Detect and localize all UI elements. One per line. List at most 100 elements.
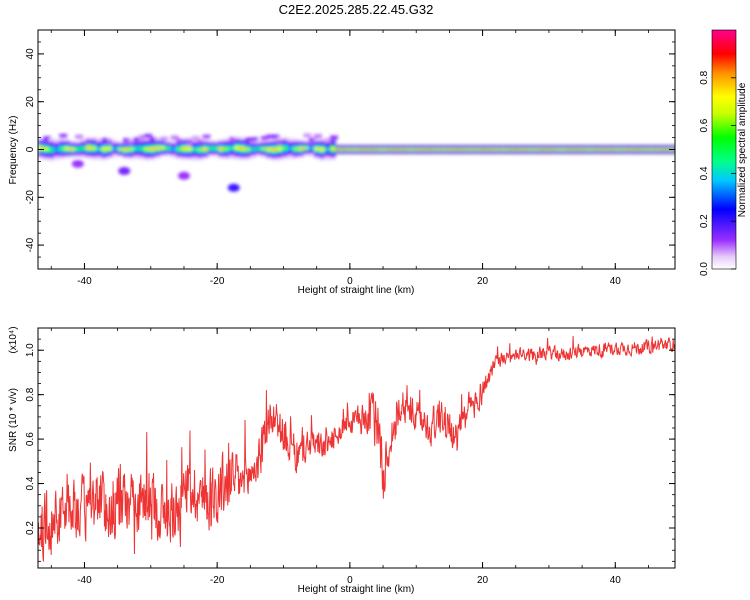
spectrogram-cell — [457, 148, 464, 151]
spectrogram-cell — [552, 148, 559, 151]
y-tick-label: 0.4 — [25, 476, 36, 490]
spectrogram-cell — [186, 142, 195, 147]
spectrogram-cell — [85, 140, 94, 145]
spectrogram-cell — [176, 138, 184, 143]
spectrogram-cell — [64, 147, 71, 150]
spectrogram-cell — [494, 148, 501, 151]
spectrogram-cell — [430, 148, 437, 151]
spectrogram-cell — [282, 146, 289, 150]
spectrogram-cell — [250, 148, 257, 151]
spectrogram-x-label: Height of straight line (km) — [298, 285, 415, 296]
snr-frame — [37, 327, 676, 569]
chart-title: C2E2.2025.285.22.45.G32 — [279, 2, 434, 17]
snr-x-ticks: -40 -20 0 20 40 — [50, 328, 649, 586]
spectrogram-cell — [245, 148, 251, 151]
spectrogram-cell — [329, 147, 336, 151]
spectrogram-cell — [271, 134, 280, 139]
spectrogram-cell — [75, 148, 82, 151]
spectrogram-cell — [584, 148, 591, 151]
spectrogram-cell — [420, 148, 427, 151]
spectrogram-cell — [505, 148, 512, 151]
spectrogram-cell — [483, 148, 490, 151]
spectrogram-cell — [38, 146, 44, 150]
colorbar-frame — [711, 29, 737, 270]
spectrogram-cell — [340, 148, 347, 151]
spectrogram-cell — [239, 147, 246, 150]
spectrogram-cell — [324, 138, 333, 143]
colorbar-tick-label: 0.6 — [699, 118, 710, 132]
spectrogram-cell — [489, 148, 496, 151]
spectrogram-cell — [48, 148, 55, 152]
spectrogram-cell — [144, 133, 153, 138]
spectrogram-cell — [521, 148, 527, 151]
spectrogram-cell — [276, 147, 283, 151]
y-tick-label: 0.2 — [25, 521, 36, 535]
spectrogram-cell — [558, 148, 565, 151]
spectrogram-y-ticks: -40 -20 0 20 40 — [25, 29, 675, 270]
spectrogram-cell — [122, 138, 131, 143]
spectrogram-cell — [191, 135, 200, 140]
spectrogram-cell — [207, 147, 214, 150]
spectrogram-cell — [101, 147, 108, 151]
spectrogram-cell — [229, 146, 236, 150]
spectrogram-cell — [133, 137, 142, 142]
spectrogram-ridge-outline — [329, 144, 675, 155]
spectrogram-cell — [149, 137, 158, 142]
y-tick-label: 0.6 — [25, 432, 36, 446]
spectrogram-cell — [605, 148, 612, 151]
spectrogram-cell — [627, 148, 634, 151]
spectrogram-cell — [632, 148, 639, 151]
spectrogram-cell — [510, 148, 517, 151]
spectrogram-x-ticks: -40 -20 0 20 40 — [50, 30, 649, 287]
y-tick-label: 20 — [25, 96, 36, 108]
spectrogram-cell — [69, 148, 76, 151]
spectrogram-cell — [75, 134, 84, 139]
spectrogram-cell — [186, 147, 193, 151]
spectrogram-cell — [324, 147, 331, 151]
colorbar: 0.0 0.2 0.4 0.6 0.8 Normalized spectral ampl… — [699, 29, 748, 276]
spectrogram-cell — [409, 148, 416, 151]
spectrogram-cell — [59, 147, 66, 150]
x-tick-label: 40 — [610, 276, 622, 287]
spectrogram-cell — [568, 148, 575, 151]
spectrogram-cell — [452, 148, 458, 151]
spectrogram-cell — [675, 147, 681, 151]
colorbar-gradient — [712, 30, 736, 269]
spectrogram-cell — [112, 147, 119, 150]
spectrogram-cell — [53, 148, 60, 151]
spectrogram-cell — [308, 146, 315, 150]
colorbar-label: Normalized spectral amplitude — [737, 82, 748, 217]
y-tick-label: -40 — [25, 237, 36, 252]
x-tick-label: -40 — [77, 575, 92, 586]
spectrogram-cell — [245, 137, 253, 142]
spectrogram-cell — [393, 148, 400, 151]
spectrogram-cell — [367, 148, 374, 151]
spectrogram-cell — [260, 147, 267, 150]
spectrogram-cell — [398, 148, 405, 151]
x-tick-label: 0 — [347, 276, 353, 287]
spectrogram-feature — [177, 171, 190, 180]
x-tick-label: 20 — [477, 276, 489, 287]
spectrogram-cell — [648, 148, 655, 151]
spectrogram-cell — [276, 140, 285, 145]
spectrogram-cell — [643, 148, 650, 151]
spectrogram-cell — [356, 148, 363, 151]
spectrogram-cell — [637, 148, 644, 151]
spectrogram-cell — [170, 135, 179, 140]
spectrogram-cell — [287, 147, 294, 150]
spectrogram-feature — [71, 159, 84, 168]
spectrogram-feature — [118, 167, 131, 176]
spectrogram-cell — [536, 148, 543, 151]
spectrogram-cell — [579, 148, 586, 151]
spectrogram-cell — [611, 148, 618, 151]
snr-y-label: SNR (10 * v/v) — [8, 388, 19, 452]
spectrogram-cell — [308, 138, 317, 142]
spectrogram-cell — [361, 148, 368, 151]
spectrogram-cell — [345, 148, 352, 151]
spectrogram-heatmap — [38, 133, 681, 192]
spectrogram-cell — [154, 147, 161, 150]
spectrogram-cell — [467, 148, 474, 151]
spectrogram-cell — [80, 147, 87, 150]
spectrogram-cell — [499, 148, 506, 151]
snr-panel: -40 -20 0 20 40 0.2 0.4 0.6 0.8 1.0 Height of st… — [8, 326, 676, 595]
